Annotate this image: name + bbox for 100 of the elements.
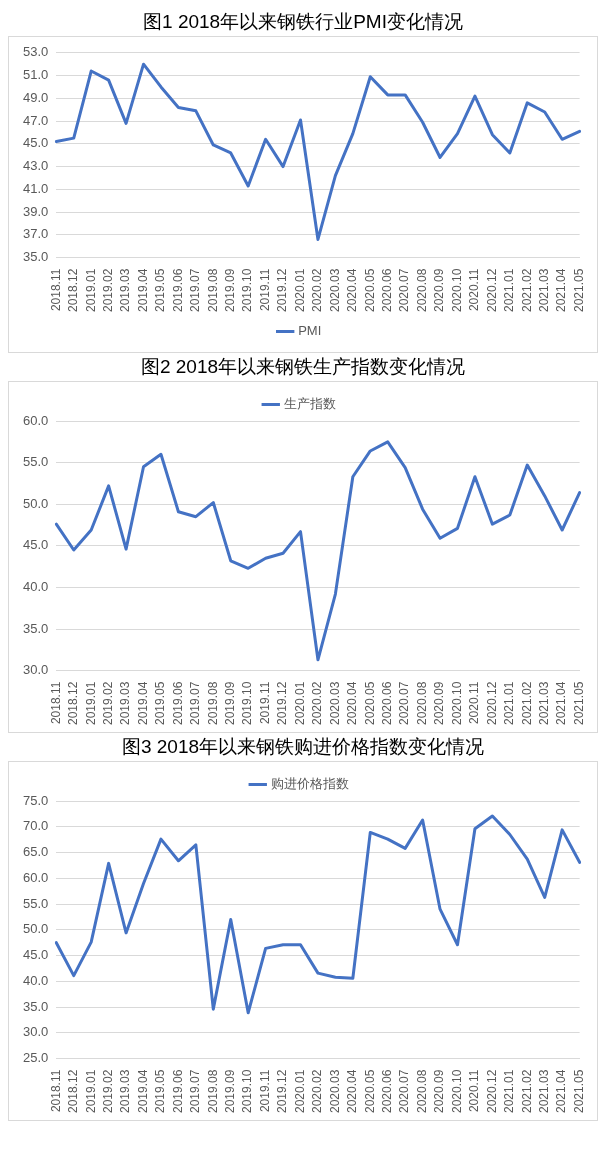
- y-tick-label: 25.0: [22, 1050, 49, 1066]
- x-tick-label: 2021.05: [571, 681, 586, 726]
- x-tick-label: 2019.10: [240, 1069, 255, 1114]
- x-tick-label: 2019.03: [118, 1069, 133, 1114]
- x-tick-label: 2019.07: [188, 681, 203, 726]
- y-tick-label: 40.0: [22, 972, 49, 988]
- x-tick-label: 2020.02: [310, 268, 325, 313]
- x-tick-label: 2019.05: [153, 268, 168, 313]
- y-tick-label: 35.0: [22, 998, 49, 1014]
- x-tick-label: 2019.11: [257, 268, 272, 312]
- x-tick-label: 2019.11: [257, 1069, 272, 1113]
- x-tick-label: 2020.05: [362, 681, 377, 726]
- y-tick-label: 55.0: [22, 454, 49, 470]
- x-tick-label: 2020.04: [345, 268, 360, 313]
- x-tick-label: 2020.10: [449, 1069, 464, 1114]
- x-tick-label: 2020.08: [414, 681, 429, 726]
- x-tick-label: 2020.10: [449, 268, 464, 313]
- x-tick-label: 2019.02: [100, 1069, 115, 1114]
- x-tick-label: 2020.01: [292, 681, 307, 726]
- y-tick-label: 35.0: [22, 620, 49, 636]
- chart-title: 图1 2018年以来钢铁行业PMI变化情况: [142, 10, 464, 34]
- x-tick-label: 2021.01: [502, 681, 517, 726]
- x-tick-label: 2019.09: [223, 268, 238, 313]
- x-tick-label: 2018.12: [66, 268, 81, 313]
- y-tick-label: 51.0: [22, 67, 49, 83]
- chart-title: 图3 2018年以来钢铁购进价格指数变化情况: [120, 735, 486, 759]
- x-tick-label: 2021.02: [519, 268, 534, 313]
- x-tick-label: 2019.08: [205, 268, 220, 313]
- x-tick-label: 2019.07: [188, 268, 203, 313]
- x-tick-label: 2020.12: [484, 1069, 499, 1114]
- y-tick-label: 75.0: [22, 792, 49, 808]
- y-tick-label: 60.0: [22, 869, 49, 885]
- x-tick-label: 2020.05: [362, 268, 377, 313]
- x-tick-label: 2019.05: [153, 1069, 168, 1114]
- y-tick-label: 53.0: [22, 44, 49, 60]
- y-tick-label: 49.0: [22, 89, 49, 105]
- x-tick-label: 2020.10: [449, 681, 464, 726]
- chart-title: 图2 2018年以来钢铁生产指数变化情况: [139, 355, 467, 379]
- x-tick-label: 2019.08: [205, 1069, 220, 1114]
- x-tick-label: 2021.05: [571, 1069, 586, 1114]
- x-tick-label: 2020.03: [327, 1069, 342, 1114]
- x-tick-label: 2021.01: [502, 268, 517, 313]
- x-tick-label: 2019.01: [83, 268, 98, 313]
- x-tick-label: 2020.12: [484, 681, 499, 726]
- x-tick-label: 2018.11: [48, 1069, 63, 1113]
- x-tick-label: 2020.11: [467, 1069, 482, 1113]
- y-tick-label: 60.0: [22, 412, 49, 428]
- x-tick-label: 2019.12: [275, 681, 290, 726]
- x-tick-label: 2019.02: [100, 681, 115, 726]
- y-tick-label: 50.0: [22, 921, 49, 937]
- x-tick-label: 2021.04: [554, 681, 569, 726]
- x-tick-label: 2018.11: [48, 681, 63, 725]
- x-tick-label: 2019.03: [118, 681, 133, 726]
- x-tick-label: 2019.12: [275, 268, 290, 313]
- legend-label: PMI: [298, 323, 322, 339]
- y-tick-label: 35.0: [22, 249, 49, 265]
- x-tick-label: 2020.07: [397, 681, 412, 726]
- x-tick-label: 2020.11: [467, 681, 482, 725]
- x-tick-label: 2019.07: [188, 1069, 203, 1114]
- x-tick-label: 2020.09: [432, 681, 447, 726]
- y-tick-label: 39.0: [22, 203, 49, 219]
- x-tick-label: 2020.09: [432, 1069, 447, 1114]
- y-tick-label: 50.0: [22, 495, 49, 511]
- x-tick-label: 2019.01: [83, 681, 98, 726]
- x-tick-label: 2021.04: [554, 268, 569, 313]
- x-tick-label: 2020.06: [380, 1069, 395, 1114]
- x-tick-label: 2019.04: [135, 1069, 150, 1114]
- x-tick-label: 2019.10: [240, 681, 255, 726]
- y-tick-label: 70.0: [22, 818, 49, 834]
- x-tick-label: 2020.06: [380, 681, 395, 726]
- y-tick-label: 37.0: [22, 226, 49, 242]
- x-tick-label: 2021.03: [537, 268, 552, 313]
- x-tick-label: 2019.09: [223, 1069, 238, 1114]
- x-tick-label: 2019.10: [240, 268, 255, 313]
- y-tick-label: 40.0: [22, 578, 49, 594]
- x-tick-label: 2019.03: [118, 268, 133, 313]
- x-tick-label: 2020.01: [292, 268, 307, 313]
- y-tick-label: 41.0: [22, 180, 49, 196]
- legend-label: 生产指数: [283, 396, 336, 412]
- x-tick-label: 2019.06: [170, 681, 185, 726]
- x-tick-label: 2020.07: [397, 268, 412, 313]
- y-tick-label: 43.0: [22, 158, 49, 174]
- y-tick-label: 45.0: [22, 537, 49, 553]
- x-tick-label: 2019.05: [153, 681, 168, 726]
- x-tick-label: 2020.08: [414, 1069, 429, 1114]
- x-tick-label: 2019.11: [257, 681, 272, 725]
- legend-label: 购进价格指数: [270, 776, 349, 792]
- x-tick-label: 2019.06: [170, 268, 185, 313]
- x-tick-label: 2020.02: [310, 681, 325, 726]
- y-tick-label: 47.0: [22, 112, 49, 128]
- y-tick-label: 55.0: [22, 895, 49, 911]
- x-tick-label: 2019.08: [205, 681, 220, 726]
- x-tick-label: 2019.04: [135, 681, 150, 726]
- x-tick-label: 2020.09: [432, 268, 447, 313]
- y-tick-label: 65.0: [22, 844, 49, 860]
- y-tick-label: 45.0: [22, 135, 49, 151]
- x-tick-label: 2021.02: [519, 1069, 534, 1114]
- x-tick-label: 2020.03: [327, 681, 342, 726]
- x-tick-label: 2020.07: [397, 1069, 412, 1114]
- x-tick-label: 2019.06: [170, 1069, 185, 1114]
